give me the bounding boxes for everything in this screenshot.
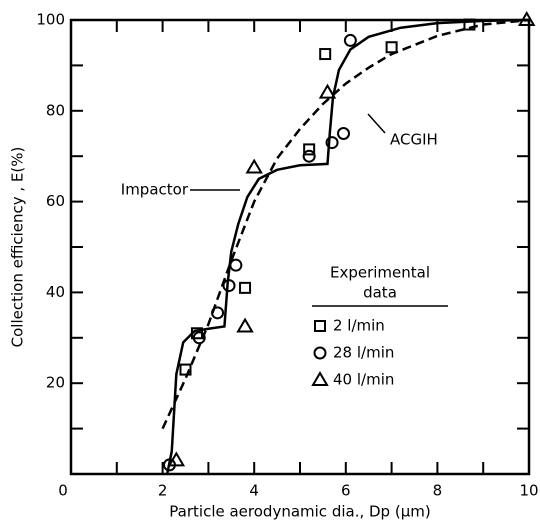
marker-circle bbox=[229, 258, 243, 272]
legend-marker bbox=[314, 320, 326, 332]
marker-triangle bbox=[318, 83, 337, 99]
x-tick-label: 6 bbox=[341, 482, 351, 500]
marker-circle bbox=[302, 149, 316, 163]
y-tick-label: 100 bbox=[36, 11, 65, 29]
legend-label: 28 l/min bbox=[333, 344, 394, 362]
marker-triangle bbox=[236, 317, 254, 333]
legend-marker bbox=[313, 346, 327, 360]
x-tick-label: 10 bbox=[519, 482, 538, 500]
x-axis-label: Particle aerodynamic dia., Dp (μm) bbox=[169, 503, 430, 521]
marker-square bbox=[239, 281, 252, 294]
x-tick-label: 0 bbox=[58, 482, 68, 500]
marker-square bbox=[179, 363, 192, 376]
legend-marker bbox=[311, 371, 329, 386]
marker-circle bbox=[325, 136, 339, 150]
leader-line bbox=[367, 113, 386, 134]
marker-circle bbox=[211, 306, 225, 320]
marker-triangle bbox=[245, 158, 263, 174]
legend-title: data bbox=[363, 284, 397, 302]
legend-title: Experimental bbox=[330, 264, 430, 282]
y-tick-label: 60 bbox=[46, 192, 65, 210]
marker-circle bbox=[343, 33, 357, 47]
legend-label: 2 l/min bbox=[333, 317, 385, 335]
marker-triangle bbox=[167, 451, 186, 467]
curve bbox=[161, 18, 530, 430]
curve-label: ACGIH bbox=[390, 131, 438, 149]
marker-square bbox=[385, 41, 398, 54]
marker-circle bbox=[337, 127, 351, 140]
x-tick-label: 4 bbox=[249, 482, 259, 500]
marker-square bbox=[303, 143, 316, 156]
y-tick-label: 20 bbox=[46, 374, 65, 392]
y-tick-label: 40 bbox=[46, 283, 65, 301]
legend-label: 40 l/min bbox=[333, 371, 394, 389]
y-axis-label: Collection efficiency , E(%) bbox=[9, 147, 27, 348]
plot-frame bbox=[69, 18, 531, 476]
curve-label: Impactor bbox=[121, 181, 189, 199]
marker-square bbox=[463, 18, 476, 31]
x-tick-label: 2 bbox=[158, 482, 168, 500]
curve bbox=[165, 18, 530, 475]
x-tick-label: 8 bbox=[433, 482, 443, 500]
y-tick-label: 80 bbox=[46, 101, 65, 119]
marker-square bbox=[319, 48, 332, 61]
